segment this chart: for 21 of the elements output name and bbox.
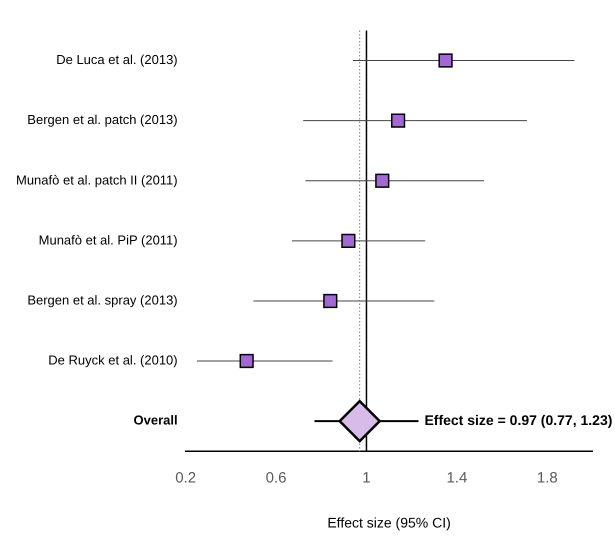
y-tick-label: Bergen et al. patch (2013) <box>27 112 178 128</box>
y-tick-label: De Luca et al. (2013) <box>56 52 178 68</box>
x-tick-label: 1.4 <box>446 469 468 486</box>
point <box>240 354 254 368</box>
y-tick-label: De Ruyck et al. (2010) <box>48 352 178 368</box>
x-tick-label: 0.6 <box>266 469 286 486</box>
y-tick-label: Overall <box>134 412 178 428</box>
x-tick-label: 0.2 <box>175 469 196 486</box>
point <box>341 234 356 248</box>
x-tick-label: 1.8 <box>536 469 558 486</box>
y-tick-label: Munafò et al. patch II (2011) <box>16 172 178 188</box>
x-axis-title: Effect size (95% CI) <box>327 514 451 530</box>
point <box>338 400 381 442</box>
y-tick-label: Munafò et al. PiP (2011) <box>38 232 178 248</box>
y-tick-label: Bergen et al. spray (2013) <box>27 292 178 308</box>
point <box>375 174 390 188</box>
point <box>390 114 406 128</box>
x-tick-label: 1 <box>362 469 371 486</box>
point <box>323 294 338 308</box>
point <box>438 53 453 68</box>
annotation: Effect size = 0.97 (0.77, 1.23) <box>424 412 612 428</box>
